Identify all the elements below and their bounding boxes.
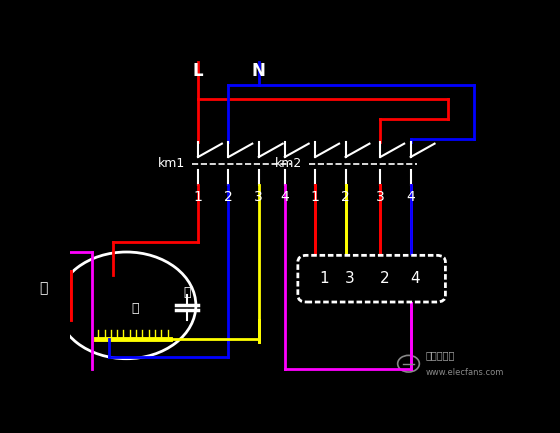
- Text: 3: 3: [254, 190, 263, 204]
- Text: 4: 4: [407, 190, 415, 204]
- Text: 电子发烧友: 电子发烧友: [426, 350, 455, 360]
- Text: 1: 1: [194, 190, 203, 204]
- Text: 1: 1: [311, 190, 320, 204]
- Text: km1: km1: [158, 157, 185, 170]
- Text: 2: 2: [380, 271, 389, 286]
- FancyBboxPatch shape: [298, 255, 445, 302]
- Text: N: N: [252, 62, 266, 80]
- Text: L: L: [193, 62, 203, 80]
- Text: 1: 1: [319, 271, 329, 286]
- Text: 3: 3: [345, 271, 355, 286]
- Text: www.elecfans.com: www.elecfans.com: [426, 368, 504, 377]
- Text: 2: 2: [341, 190, 350, 204]
- Text: 3: 3: [376, 190, 385, 204]
- Text: 2: 2: [224, 190, 233, 204]
- Text: km2: km2: [275, 157, 302, 170]
- Text: 4: 4: [410, 271, 420, 286]
- Text: 容: 容: [184, 285, 191, 298]
- Text: 4: 4: [281, 190, 289, 204]
- Text: 副: 副: [132, 302, 139, 315]
- Text: 主: 主: [40, 282, 48, 296]
